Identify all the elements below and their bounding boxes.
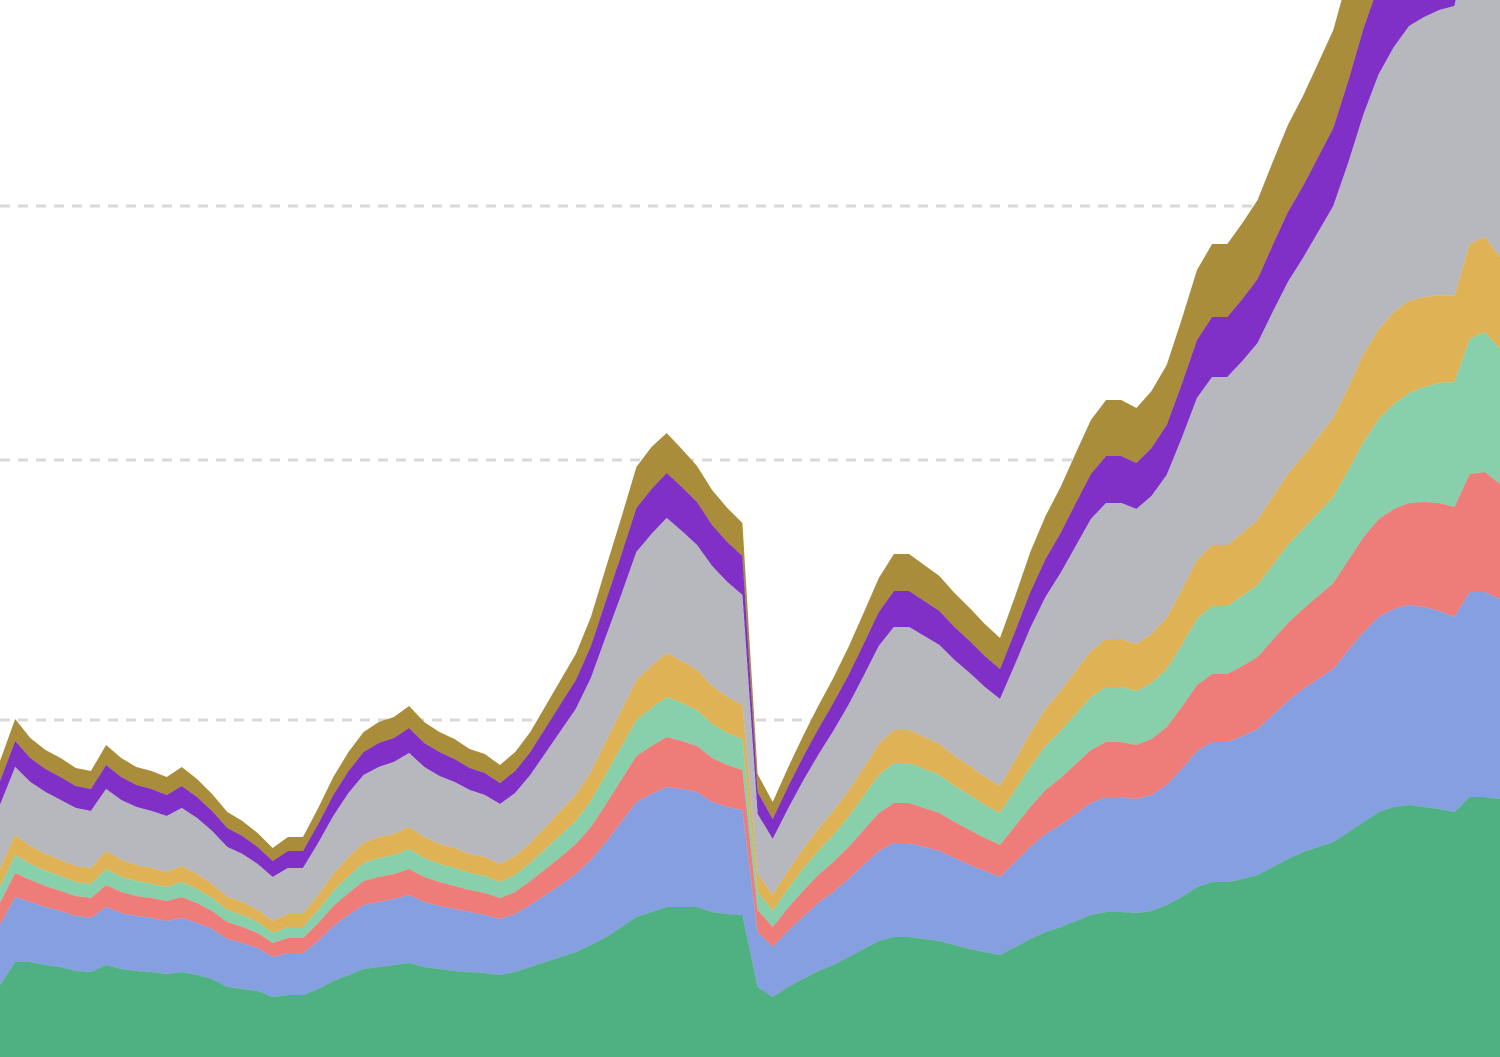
stacked-area-chart [0,0,1500,1057]
chart-canvas [0,0,1500,1057]
